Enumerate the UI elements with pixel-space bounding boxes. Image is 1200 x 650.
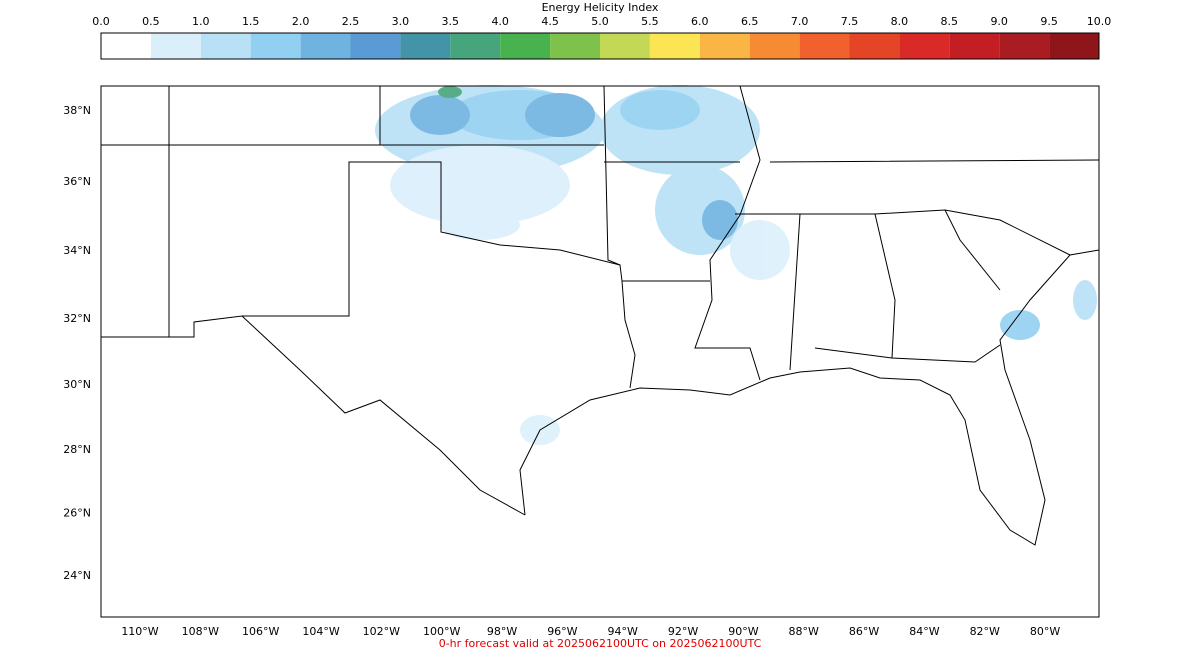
colorbar-segment xyxy=(450,33,501,59)
footer: 0-hr forecast valid at 2025062100UTC on … xyxy=(439,637,762,650)
colorbar-tick-label: 6.0 xyxy=(691,15,709,28)
colorbar-segment xyxy=(949,33,1000,59)
colorbar-tick-label: 2.0 xyxy=(292,15,310,28)
colorbar-segment xyxy=(250,33,301,59)
colorbar-tick-label: 0.5 xyxy=(142,15,160,28)
colorbar-segment xyxy=(101,33,151,59)
lat-label: 36°N xyxy=(63,175,91,188)
lat-label: 24°N xyxy=(63,569,91,582)
colorbar-tick-label: 4.5 xyxy=(541,15,559,28)
colorbar-tick-label: 8.0 xyxy=(891,15,909,28)
colorbar-tick-label: 4.0 xyxy=(491,15,509,28)
colorbar-segment xyxy=(1049,33,1099,59)
lon-label: 100°W xyxy=(423,625,460,638)
lat-label: 26°N xyxy=(63,506,91,519)
lon-label: 104°W xyxy=(302,625,339,638)
colorbar-segment xyxy=(999,33,1050,59)
colorbar-segment xyxy=(300,33,351,59)
colorbar-frame xyxy=(100,32,1100,60)
colorbar-segment xyxy=(200,33,251,59)
colorbar-tick-label: 1.0 xyxy=(192,15,210,28)
field xyxy=(375,85,1097,445)
colorbar: 0.0 0.5 1.0 1.5 2.0 2.5 3.0 3.5 4.0 4.5 5.0 5.5 6.0 6… xyxy=(92,15,1111,59)
lat-label: 32°N xyxy=(63,312,91,325)
colorbar-title: Energy Helicity Index xyxy=(542,1,659,14)
axes-labels: 38°N 36°N 34°N 32°N 30°N 28°N 26°N 24°N 110°W 108… xyxy=(63,104,1060,638)
colorbar-tick-label: 0.0 xyxy=(92,15,110,28)
lon-label: 82°W xyxy=(970,625,1000,638)
colorbar-tick-label: 6.5 xyxy=(741,15,759,28)
lon-label: 98°W xyxy=(487,625,517,638)
colorbar-segment xyxy=(849,33,900,59)
lat-label: 38°N xyxy=(63,104,91,117)
lon-label: 92°W xyxy=(668,625,698,638)
lat-label: 28°N xyxy=(63,443,91,456)
colorbar-tick-label: 7.0 xyxy=(791,15,809,28)
colorbar-segment xyxy=(550,33,600,59)
colorbar-tick-label: 2.5 xyxy=(342,15,360,28)
lon-label: 106°W xyxy=(242,625,279,638)
lon-label: 96°W xyxy=(547,625,577,638)
colorbar-segment xyxy=(749,33,800,59)
lat-label: 30°N xyxy=(63,378,91,391)
colorbar-segment xyxy=(500,33,551,59)
colorbar-tick-label: 9.5 xyxy=(1040,15,1058,28)
lon-label: 86°W xyxy=(849,625,879,638)
lon-label: 110°W xyxy=(121,625,158,638)
colorbar-segment xyxy=(150,33,201,59)
colorbar-segment xyxy=(699,33,750,59)
colorbar-segment xyxy=(649,33,700,59)
lon-label: 90°W xyxy=(728,625,758,638)
colorbar-tick-label: 5.0 xyxy=(591,15,609,28)
lon-label: 94°W xyxy=(608,625,638,638)
boundaries xyxy=(101,85,1100,546)
colorbar-segment xyxy=(600,33,650,59)
colorbar-tick-label: 10.0 xyxy=(1087,15,1112,28)
lon-label: 84°W xyxy=(909,625,939,638)
colorbar-segment xyxy=(400,33,451,59)
colorbar-tick-label: 9.0 xyxy=(990,15,1008,28)
colorbar-segment xyxy=(899,33,950,59)
colorbar-segment xyxy=(350,33,401,59)
colorbar-tick-label: 3.0 xyxy=(392,15,410,28)
colorbar-tick-label: 8.5 xyxy=(941,15,959,28)
colorbar-tick-label: 3.5 xyxy=(442,15,460,28)
colorbar-tick-label: 7.5 xyxy=(841,15,859,28)
lon-label: 80°W xyxy=(1030,625,1060,638)
colorbar-tick-label: 1.5 xyxy=(242,15,260,28)
colorbar-segment xyxy=(799,33,850,59)
lon-label: 102°W xyxy=(363,625,400,638)
map-frame xyxy=(100,85,1100,618)
lon-label: 88°W xyxy=(789,625,819,638)
lon-label: 108°W xyxy=(182,625,219,638)
colorbar-tick-label: 5.5 xyxy=(641,15,659,28)
lat-label: 34°N xyxy=(63,244,91,257)
